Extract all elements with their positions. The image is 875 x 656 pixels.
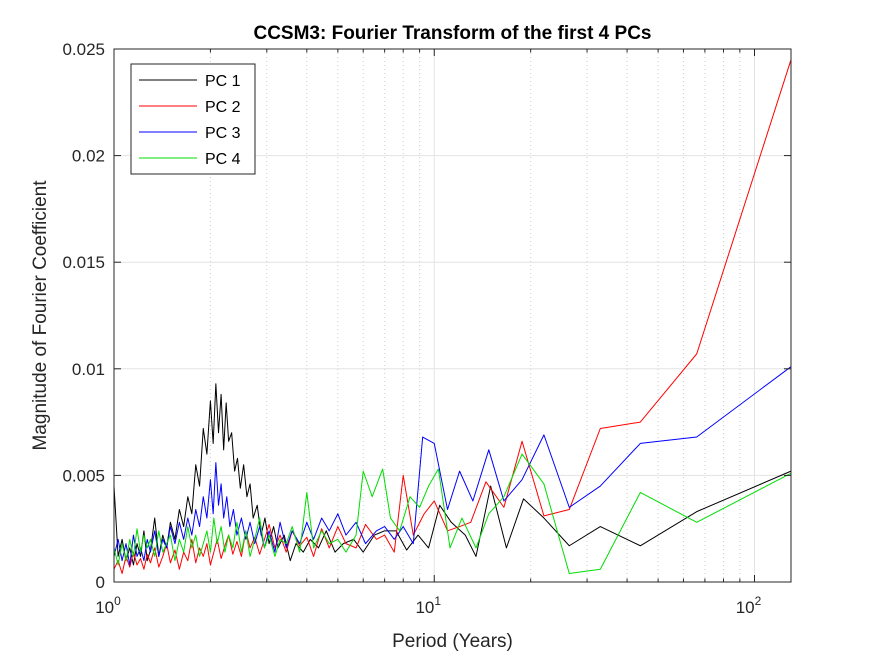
series-line-pc-2 [113,59,792,574]
legend-box [130,63,256,175]
legend-label-pc-4: PC 4 [205,151,241,168]
series-line-pc-1 [113,383,792,566]
legend: PC 1 PC 2 PC 3 PC 4 [130,63,256,175]
y-tick-label: 0.01 [72,360,105,379]
y-tick-label: 0.025 [62,40,105,59]
ticks-layer [113,48,791,583]
legend-label-pc-3: PC 3 [205,125,241,142]
y-tick-label: 0.015 [62,253,105,272]
x-tick-label: 100 [95,594,121,617]
y-tick-label: 0 [96,573,105,592]
y-axis-label: Magnitude of Fourier Coefficient [30,180,51,451]
x-tick-label-base: 10 [736,598,755,617]
series-layer [113,59,792,574]
legend-label-pc-1: PC 1 [205,73,241,90]
x-tick-label-base: 10 [415,598,434,617]
x-tick-label: 101 [415,594,441,617]
x-tick-labels: 100 101 102 [95,594,761,617]
legend-label-pc-2: PC 2 [205,99,241,116]
series-line-pc-3 [113,366,792,566]
chart-title: CCSM3: Fourier Transform of the first 4 … [253,23,651,44]
x-tick-label-exponent: 0 [114,594,121,608]
x-tick-label-exponent: 2 [755,594,762,608]
y-tick-label: 0.005 [62,466,105,485]
y-tick-labels: 0 0.005 0.01 0.015 0.02 0.025 [62,40,105,592]
x-tick-label: 102 [736,594,762,617]
plot-frame [113,48,792,583]
y-tick-label: 0.02 [72,147,105,166]
x-axis-label: Period (Years) [392,631,513,652]
x-tick-label-base: 10 [95,598,114,617]
series-line-pc-4 [113,453,792,574]
x-tick-label-exponent: 1 [434,594,441,608]
